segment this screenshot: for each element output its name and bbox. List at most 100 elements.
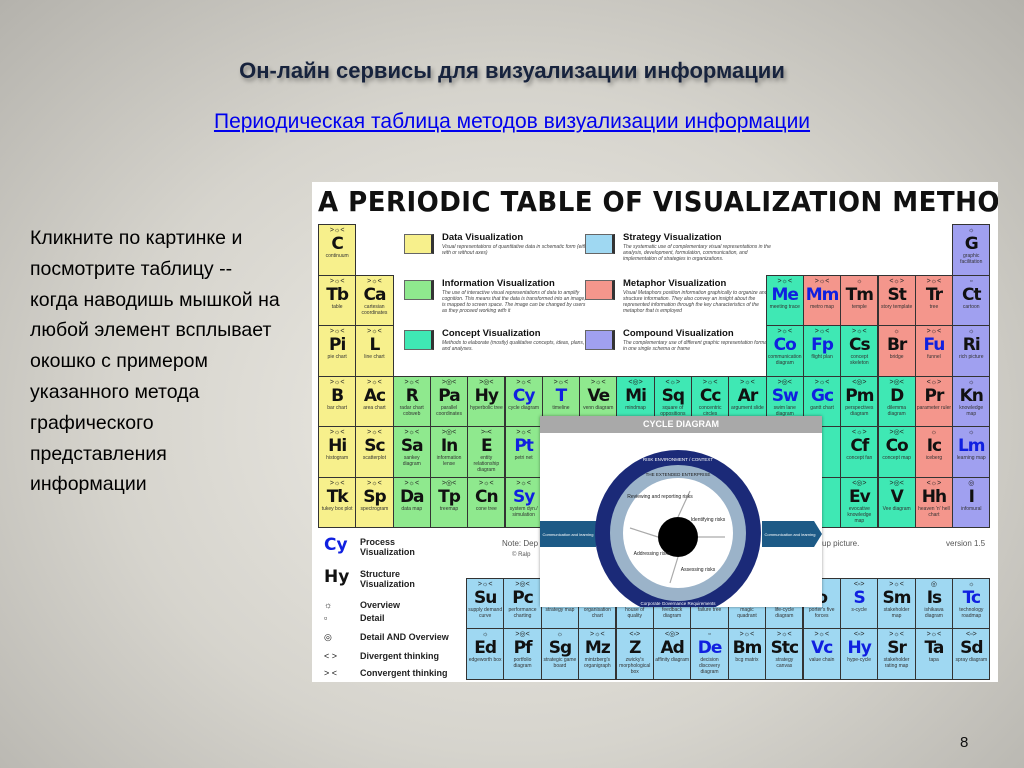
element-cell[interactable]: >☼< Tk tukey box plot — [318, 476, 357, 528]
element-cell[interactable]: >☼< Co communication diagram — [765, 325, 804, 377]
element-cell[interactable]: >☼< Su supply demand curve — [466, 578, 505, 630]
method-type-icon: <☼> — [926, 378, 942, 386]
element-cell[interactable]: <☼> Hh heaven 'n' hell chart — [914, 476, 954, 528]
element-cell[interactable]: >☼< Cn cone tree — [467, 476, 506, 528]
step-assessing: Assessing risks — [681, 567, 716, 573]
element-name: s-cycle — [851, 607, 867, 613]
element-cell[interactable]: ▫ De decision discovery diagram — [690, 628, 729, 680]
method-type-icon: >◎< — [889, 378, 904, 386]
element-cell[interactable]: >☼< Tb table — [318, 274, 357, 326]
key-symbol: < > — [324, 651, 338, 661]
element-cell[interactable]: >☼< Sy system dyn./ simulation — [504, 476, 543, 528]
element-cell[interactable]: >◎< Pa parallel coordinates — [429, 375, 469, 427]
element-cell[interactable]: <☼> St story template — [877, 274, 916, 326]
element-cell[interactable]: >☼< Me meeting trace — [765, 274, 804, 326]
element-cell[interactable]: >◎< Tp treemap — [429, 476, 469, 528]
element-cell[interactable]: >☼< Fp flight plan — [802, 325, 842, 377]
element-cell[interactable]: >☼< Tr tree — [914, 274, 954, 326]
legend-swatch — [404, 234, 434, 254]
element-name: performance charting — [508, 607, 537, 619]
element-symbol: o — [804, 589, 840, 607]
element-symbol: Stc — [770, 638, 799, 658]
element-cell[interactable]: >◎< Pc performance charting — [503, 578, 542, 630]
element-symbol: E — [481, 436, 493, 456]
element-cell[interactable]: >☼< Pi pie chart — [318, 325, 357, 377]
element-cell[interactable]: >☼< Pt petri net — [504, 426, 543, 478]
element-cell[interactable]: >◎< In information lense — [429, 426, 469, 478]
element-cell[interactable]: >☼< Sr stakeholder rating map — [877, 628, 916, 680]
element-cell[interactable]: >☼< Hi histogram — [318, 426, 357, 478]
cycle-diagram-popup: CYCLE DIAGRAM RISK ENVIRONMENT / CONTEXT… — [540, 416, 822, 616]
center-circle — [658, 517, 698, 557]
element-cell[interactable]: <☼> Pr parameter ruler — [914, 375, 954, 427]
method-type-icon: >☼< — [516, 479, 531, 487]
element-cell[interactable]: >☼< Sp spectrogram — [355, 476, 394, 528]
element-symbol: I — [968, 486, 975, 507]
element-cell[interactable]: <▫> Hy hype-cycle — [840, 628, 879, 680]
element-cell[interactable]: ☼ Tc technology roadmap — [952, 578, 991, 630]
element-cell[interactable]: >◎< Co concept map — [877, 426, 916, 478]
element-name: spray diagram — [955, 657, 988, 663]
element-cell[interactable]: <◎> Pm perspectives diagram — [840, 375, 879, 427]
element-name: concept fan — [846, 455, 873, 461]
element-cell[interactable]: >☼< Cy cycle diagram — [504, 375, 543, 427]
element-cell[interactable]: >☼< Ta tapa — [914, 628, 954, 680]
element-name: bar chart — [327, 404, 348, 411]
element-cell[interactable]: <◎> Ev evocative knowledge map — [840, 476, 879, 528]
element-name: timeline — [552, 404, 570, 411]
element-cell[interactable]: <☼> Cf concept fan — [840, 426, 879, 478]
element-cell[interactable]: >☼< Da data map — [392, 476, 431, 528]
method-type-icon: >☼< — [740, 378, 755, 386]
element-name: technology roadmap — [959, 607, 984, 619]
element-cell[interactable]: ☼ Br bridge — [877, 325, 916, 377]
element-cell[interactable]: >☼< Vc value chain — [802, 628, 841, 680]
element-cell[interactable]: >◎< V Vee diagram — [877, 476, 916, 528]
element-symbol: Pt — [514, 436, 534, 456]
element-cell[interactable]: <▫> Sd spray diagram — [952, 628, 991, 680]
element-name: Vee diagram — [882, 505, 911, 512]
element-symbol: Is — [926, 588, 942, 608]
element-cell[interactable]: ▫ Ct cartoon — [952, 274, 991, 326]
method-type-icon: >☼< — [590, 631, 605, 638]
element-cell[interactable]: ☼ Sg strategic game board — [540, 628, 580, 680]
element-cell[interactable]: ☼ Tm temple — [840, 274, 879, 326]
element-cell[interactable]: >☼< Sm stakeholder map — [877, 578, 916, 630]
element-cell[interactable]: ☼ Ri rich picture — [952, 325, 991, 377]
element-cell[interactable]: ◎ Is ishikawa diagram — [914, 578, 954, 630]
periodic-table-link[interactable]: Периодическая таблица методов визуализац… — [213, 110, 811, 133]
element-cell[interactable]: >☼< Mm metro map — [802, 274, 842, 326]
periodic-table-image[interactable]: A PERIODIC TABLE OF VISUALIZATION METHOD… — [312, 182, 998, 682]
element-cell[interactable]: >☼< Bm bcg matrix — [727, 628, 767, 680]
element-name: petri net — [514, 455, 533, 461]
element-name: supply demand curve — [468, 607, 503, 619]
key-label: Divergent thinking — [360, 651, 440, 661]
element-cell[interactable]: >☼< Stc strategy canvas — [765, 628, 804, 680]
element-cell[interactable]: <◎> Ad affinity diagram — [653, 628, 692, 680]
element-cell[interactable]: ☼ Lm learning map — [952, 426, 991, 478]
element-cell[interactable]: >◎< Hy hyperbolic tree — [467, 375, 506, 427]
element-cell[interactable]: ☼ Kn knowledge map — [952, 375, 991, 427]
method-type-icon: >☼< — [590, 378, 606, 386]
element-cell[interactable]: ☼ Ic iceberg — [914, 426, 954, 478]
method-type-icon: >☼< — [367, 378, 382, 386]
element-cell[interactable]: >☼< Mz mintzberg's organigraph — [578, 628, 617, 680]
element-cell[interactable]: ☼ Ed edgeworth box — [466, 628, 505, 680]
element-cell[interactable]: >☼< Ac area chart — [355, 375, 394, 427]
method-type-icon: >◎< — [441, 429, 457, 436]
element-cell[interactable]: >◎< Pf portfolio diagram — [503, 628, 542, 680]
element-cell[interactable]: >☼< Sa sankey diagram — [392, 426, 431, 478]
element-cell[interactable]: >☼< Sc scatterplot — [355, 426, 394, 478]
element-cell[interactable]: >☼< Ca cartesian coordinates — [355, 274, 394, 326]
element-cell[interactable]: >☼< Fu funnel — [914, 325, 954, 377]
element-cell[interactable]: >☼< Cs concept skeleton — [840, 325, 879, 377]
